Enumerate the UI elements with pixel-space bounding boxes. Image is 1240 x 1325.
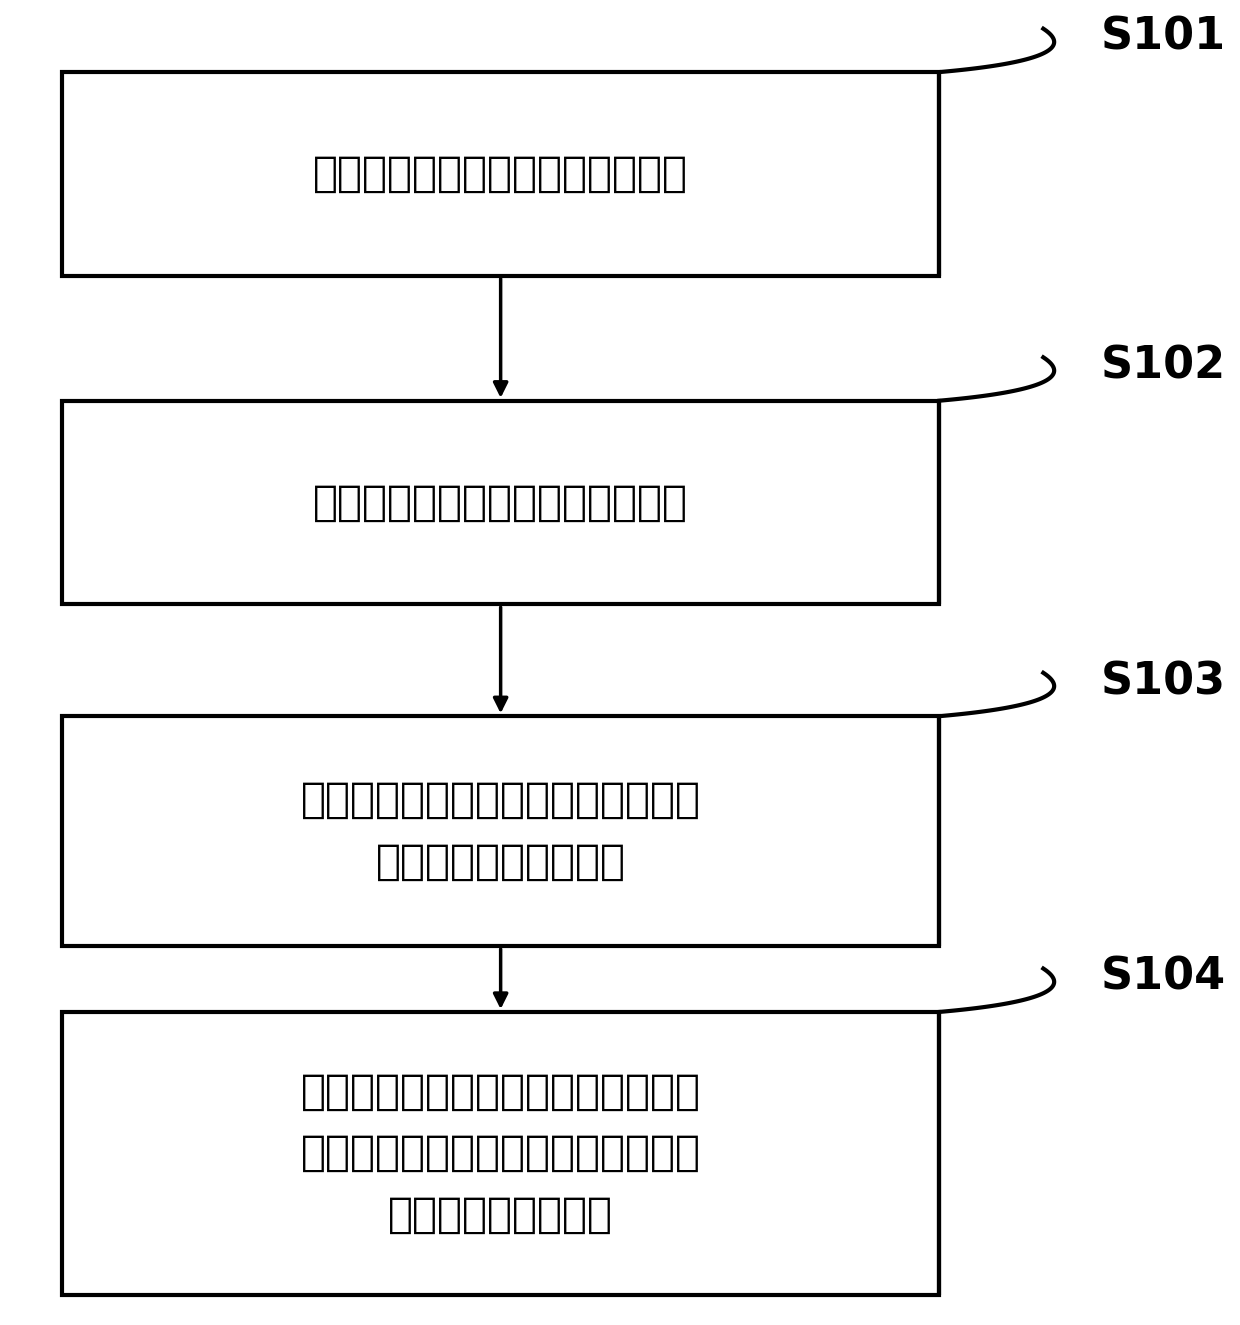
FancyBboxPatch shape: [62, 717, 940, 946]
Text: 判断距离是否大于预先设定的阈值: 判断距离是否大于预先设定的阈值: [314, 481, 688, 523]
Text: S104: S104: [1101, 955, 1226, 999]
Text: S103: S103: [1101, 660, 1226, 704]
Text: S102: S102: [1101, 344, 1226, 387]
FancyBboxPatch shape: [62, 72, 940, 276]
Text: S101: S101: [1101, 16, 1226, 58]
Text: 根据待点亮子像素的位置和个数确定
待点亮子像素对应的数据信号，对待
点亮子像素进行点亮: 根据待点亮子像素的位置和个数确定 待点亮子像素对应的数据信号，对待 点亮子像素进…: [300, 1071, 701, 1236]
FancyBboxPatch shape: [62, 1012, 940, 1295]
FancyBboxPatch shape: [62, 400, 940, 604]
Text: 获取观看者与显示面板之间的距离: 获取观看者与显示面板之间的距离: [314, 152, 688, 195]
Text: 当确定距离大于阈值时，确定各待点
亮子像素的位置和个数: 当确定距离大于阈值时，确定各待点 亮子像素的位置和个数: [300, 779, 701, 882]
